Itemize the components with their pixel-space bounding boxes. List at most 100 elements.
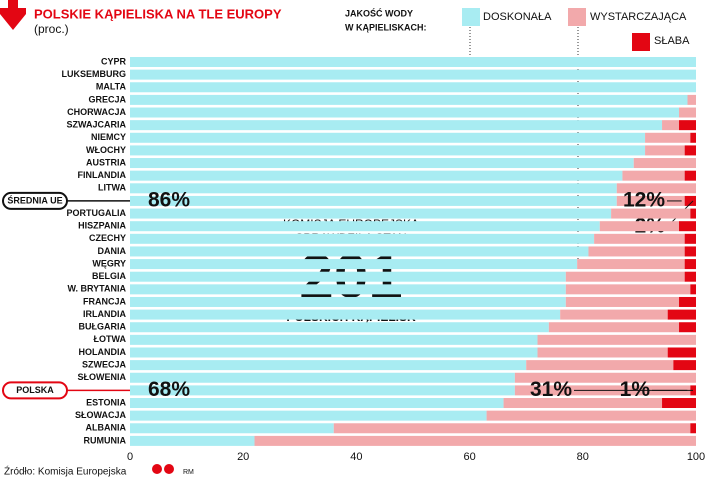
bar [690, 423, 696, 434]
bar [611, 208, 691, 219]
y-tick-label: CYPR [101, 56, 127, 66]
source: Źródło: Komisja Europejska [4, 465, 127, 478]
legend-label: SŁABA [654, 35, 690, 47]
legend-label: DOSKONAŁA [483, 11, 552, 23]
y-tick-label: SZWECJA [82, 359, 127, 369]
bar [130, 360, 527, 371]
bar [662, 398, 696, 409]
bar [684, 246, 696, 257]
bar [537, 334, 696, 345]
bar [130, 145, 646, 156]
bar [565, 271, 685, 282]
bar [130, 284, 566, 295]
chart-title: POLSKIE KĄPIELISKA NA TLE EUROPY [34, 6, 282, 21]
bar [130, 94, 688, 105]
y-tick-label: ŚREDNIA UE [7, 194, 62, 205]
bar [560, 309, 668, 320]
bar [130, 271, 566, 282]
bar [588, 246, 685, 257]
bar [130, 120, 663, 131]
value-label: 31% [530, 378, 572, 401]
y-tick-label: SZWAJCARIA [66, 120, 126, 130]
arrow-icon [8, 0, 18, 14]
bar [254, 435, 696, 446]
bar [684, 259, 696, 270]
bar [526, 360, 674, 371]
logo [152, 464, 162, 474]
legend-swatch [632, 33, 650, 51]
y-tick-label: IRLANDIA [83, 309, 126, 319]
bar [333, 423, 691, 434]
x-tick-label: 80 [577, 451, 589, 463]
bar [130, 385, 515, 396]
bar [690, 132, 696, 143]
bar [130, 322, 549, 333]
y-tick-label: NIEMCY [91, 132, 126, 142]
y-tick-label: W. BRYTANIA [68, 284, 127, 294]
bar [684, 233, 696, 244]
value-label: 1% [620, 378, 651, 401]
value-label: 86% [148, 188, 190, 211]
bar [684, 145, 696, 156]
bar [645, 145, 685, 156]
x-tick-label: 0 [127, 451, 133, 463]
y-tick-label: FRANCJA [83, 296, 127, 306]
x-tick-label: 20 [237, 451, 249, 463]
value-label: 12% [623, 188, 665, 211]
bar [130, 183, 617, 194]
bar [130, 132, 646, 143]
y-tick-label: ALBANIA [86, 423, 127, 433]
bar [130, 372, 515, 383]
bar [690, 284, 696, 295]
bar [690, 208, 696, 219]
y-tick-label: HOLANDIA [79, 347, 127, 357]
y-tick-label: SŁOWACJA [75, 410, 127, 420]
bar [130, 334, 538, 345]
y-tick-label: POLSKA [16, 385, 54, 395]
bar [565, 296, 680, 307]
y-tick-label: ESTONIA [86, 397, 126, 407]
bar [130, 57, 696, 67]
bar [130, 82, 696, 93]
bar [130, 107, 680, 118]
bar [616, 195, 685, 206]
chart-subtitle: (proc.) [34, 22, 69, 36]
bar [662, 120, 680, 131]
logo [164, 464, 174, 474]
bar [130, 398, 504, 409]
legend-title: W KĄPIELISKACH: [345, 22, 427, 32]
bar [594, 233, 685, 244]
bar [130, 435, 255, 446]
bar [684, 195, 696, 206]
y-tick-label: BELGIA [92, 271, 127, 281]
bar [130, 208, 612, 219]
y-tick-label: LITWA [98, 183, 126, 193]
bar [633, 158, 696, 169]
bar [673, 360, 696, 371]
y-tick-label: HISZPANIA [78, 221, 126, 231]
y-tick-label: AUSTRIA [86, 157, 126, 167]
y-tick-label: MALTA [96, 82, 127, 92]
bar [622, 170, 685, 181]
bar [486, 410, 696, 421]
y-tick-label: WŁOCHY [86, 145, 126, 155]
bar [130, 296, 566, 307]
y-tick-label: CHORWACJA [67, 107, 126, 117]
bar [503, 398, 663, 409]
bar [667, 347, 696, 358]
bar [687, 94, 696, 105]
arrow-icon [0, 8, 26, 30]
legend-swatch [462, 8, 480, 26]
bar [565, 284, 691, 295]
bar [679, 322, 696, 333]
bar [130, 309, 561, 320]
y-tick-label: PORTUGALIA [67, 208, 127, 218]
bar [130, 170, 623, 181]
bar [679, 221, 696, 232]
y-tick-label: WĘGRY [92, 258, 126, 268]
y-tick-label: DANIA [98, 246, 127, 256]
y-tick-label: BUŁGARIA [79, 322, 127, 332]
bar [645, 132, 691, 143]
y-tick-label: LUKSEMBURG [62, 69, 127, 79]
bar [684, 271, 696, 282]
